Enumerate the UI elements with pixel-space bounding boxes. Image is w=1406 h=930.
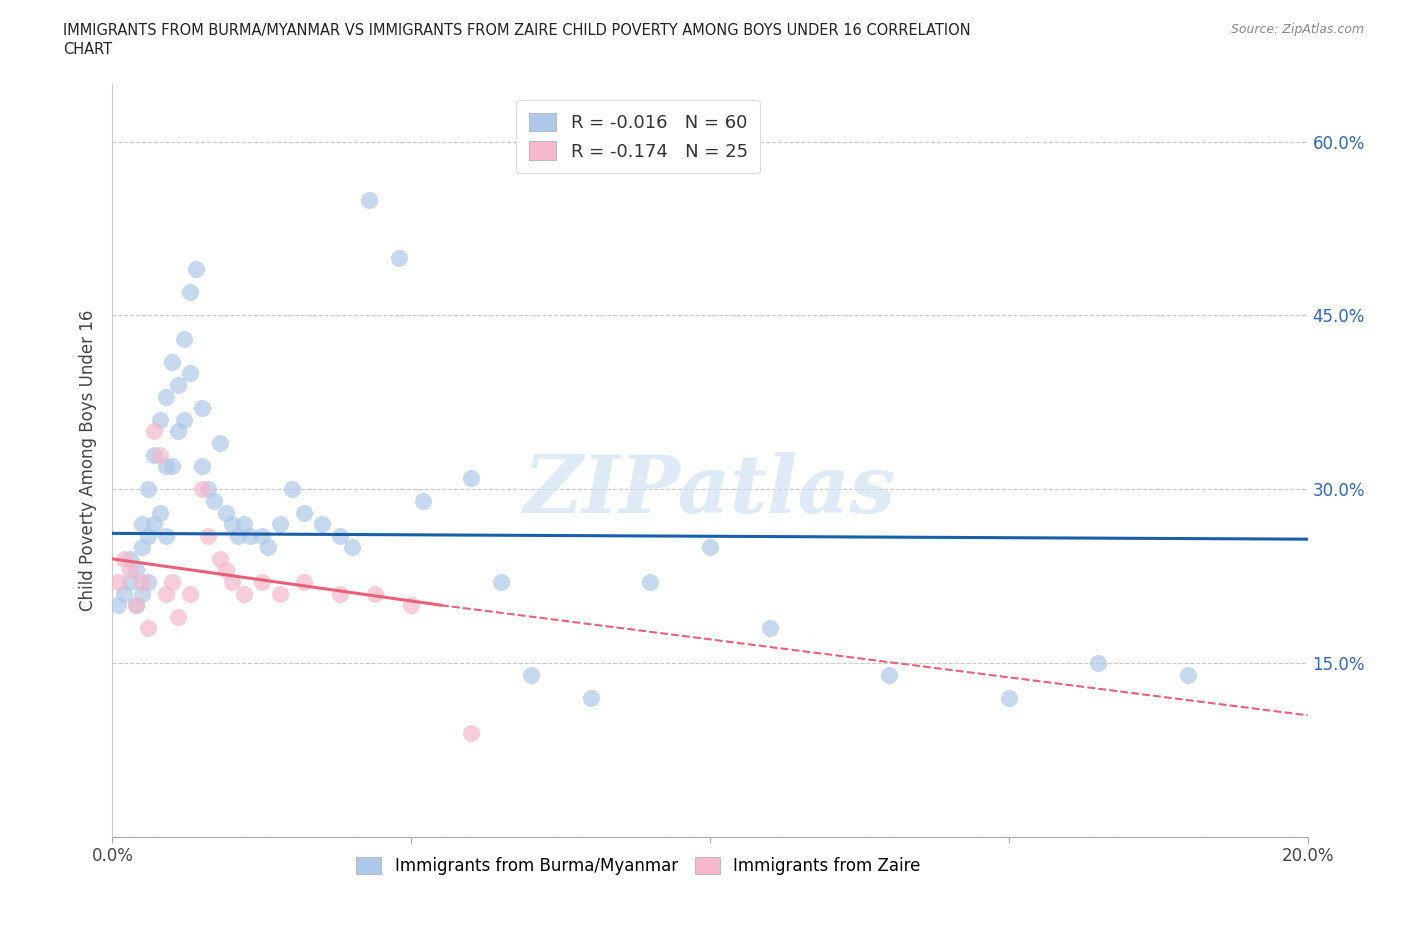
Point xyxy=(143,447,166,462)
Point xyxy=(269,517,291,532)
Point xyxy=(292,505,315,520)
Point xyxy=(340,539,363,554)
Point xyxy=(460,471,482,485)
Point xyxy=(257,539,280,554)
Y-axis label: Child Poverty Among Boys Under 16: Child Poverty Among Boys Under 16 xyxy=(79,310,97,611)
Point xyxy=(131,575,153,590)
Point xyxy=(138,528,160,543)
Point xyxy=(173,412,195,427)
Point xyxy=(359,193,381,207)
Point xyxy=(162,354,183,369)
Text: CHART: CHART xyxy=(63,42,112,57)
Point xyxy=(131,517,153,532)
Point xyxy=(221,575,243,590)
Point xyxy=(364,586,387,601)
Point xyxy=(520,668,543,683)
Point xyxy=(1177,668,1199,683)
Point xyxy=(138,575,160,590)
Point xyxy=(191,482,214,497)
Point xyxy=(138,482,160,497)
Point xyxy=(202,494,225,509)
Point xyxy=(155,586,177,601)
Point xyxy=(269,586,291,601)
Point xyxy=(155,528,177,543)
Point xyxy=(120,551,142,566)
Point xyxy=(281,482,304,497)
Point xyxy=(579,690,602,705)
Point xyxy=(191,401,214,416)
Point xyxy=(173,331,195,346)
Point xyxy=(179,366,201,381)
Point xyxy=(143,424,166,439)
Point xyxy=(1087,656,1109,671)
Point xyxy=(209,435,232,450)
Point xyxy=(250,528,273,543)
Point xyxy=(143,517,166,532)
Point xyxy=(759,621,782,636)
Point xyxy=(401,598,423,613)
Point xyxy=(699,539,721,554)
Point xyxy=(120,575,142,590)
Point xyxy=(239,528,262,543)
Point xyxy=(155,458,177,473)
Point xyxy=(125,598,148,613)
Point xyxy=(197,482,219,497)
Point xyxy=(388,250,411,265)
Point xyxy=(114,586,135,601)
Point xyxy=(131,539,153,554)
Point xyxy=(107,598,129,613)
Text: ZIPatlas: ZIPatlas xyxy=(524,452,896,529)
Point xyxy=(114,551,135,566)
Point xyxy=(215,563,238,578)
Point xyxy=(162,575,183,590)
Point xyxy=(460,725,482,740)
Point xyxy=(149,447,172,462)
Point xyxy=(179,586,201,601)
Point xyxy=(138,621,160,636)
Point xyxy=(149,412,172,427)
Point xyxy=(329,586,352,601)
Point xyxy=(149,505,172,520)
Point xyxy=(155,389,177,404)
Text: IMMIGRANTS FROM BURMA/MYANMAR VS IMMIGRANTS FROM ZAIRE CHILD POVERTY AMONG BOYS : IMMIGRANTS FROM BURMA/MYANMAR VS IMMIGRA… xyxy=(63,23,972,38)
Point xyxy=(125,563,148,578)
Point xyxy=(131,586,153,601)
Point xyxy=(329,528,352,543)
Point xyxy=(191,458,214,473)
Point xyxy=(186,261,208,276)
Point xyxy=(209,551,232,566)
Legend: Immigrants from Burma/Myanmar, Immigrants from Zaire: Immigrants from Burma/Myanmar, Immigrant… xyxy=(350,850,927,882)
Point xyxy=(292,575,315,590)
Point xyxy=(250,575,273,590)
Point xyxy=(879,668,901,683)
Point xyxy=(233,586,256,601)
Point xyxy=(167,378,190,392)
Point xyxy=(197,528,219,543)
Point xyxy=(640,575,662,590)
Point xyxy=(179,285,201,299)
Point xyxy=(167,609,190,624)
Point xyxy=(221,517,243,532)
Point xyxy=(311,517,333,532)
Point xyxy=(226,528,249,543)
Point xyxy=(489,575,512,590)
Point xyxy=(998,690,1021,705)
Point xyxy=(215,505,238,520)
Point xyxy=(167,424,190,439)
Point xyxy=(125,598,148,613)
Point xyxy=(233,517,256,532)
Point xyxy=(412,494,434,509)
Text: Source: ZipAtlas.com: Source: ZipAtlas.com xyxy=(1230,23,1364,36)
Point xyxy=(162,458,183,473)
Point xyxy=(120,563,142,578)
Point xyxy=(107,575,129,590)
